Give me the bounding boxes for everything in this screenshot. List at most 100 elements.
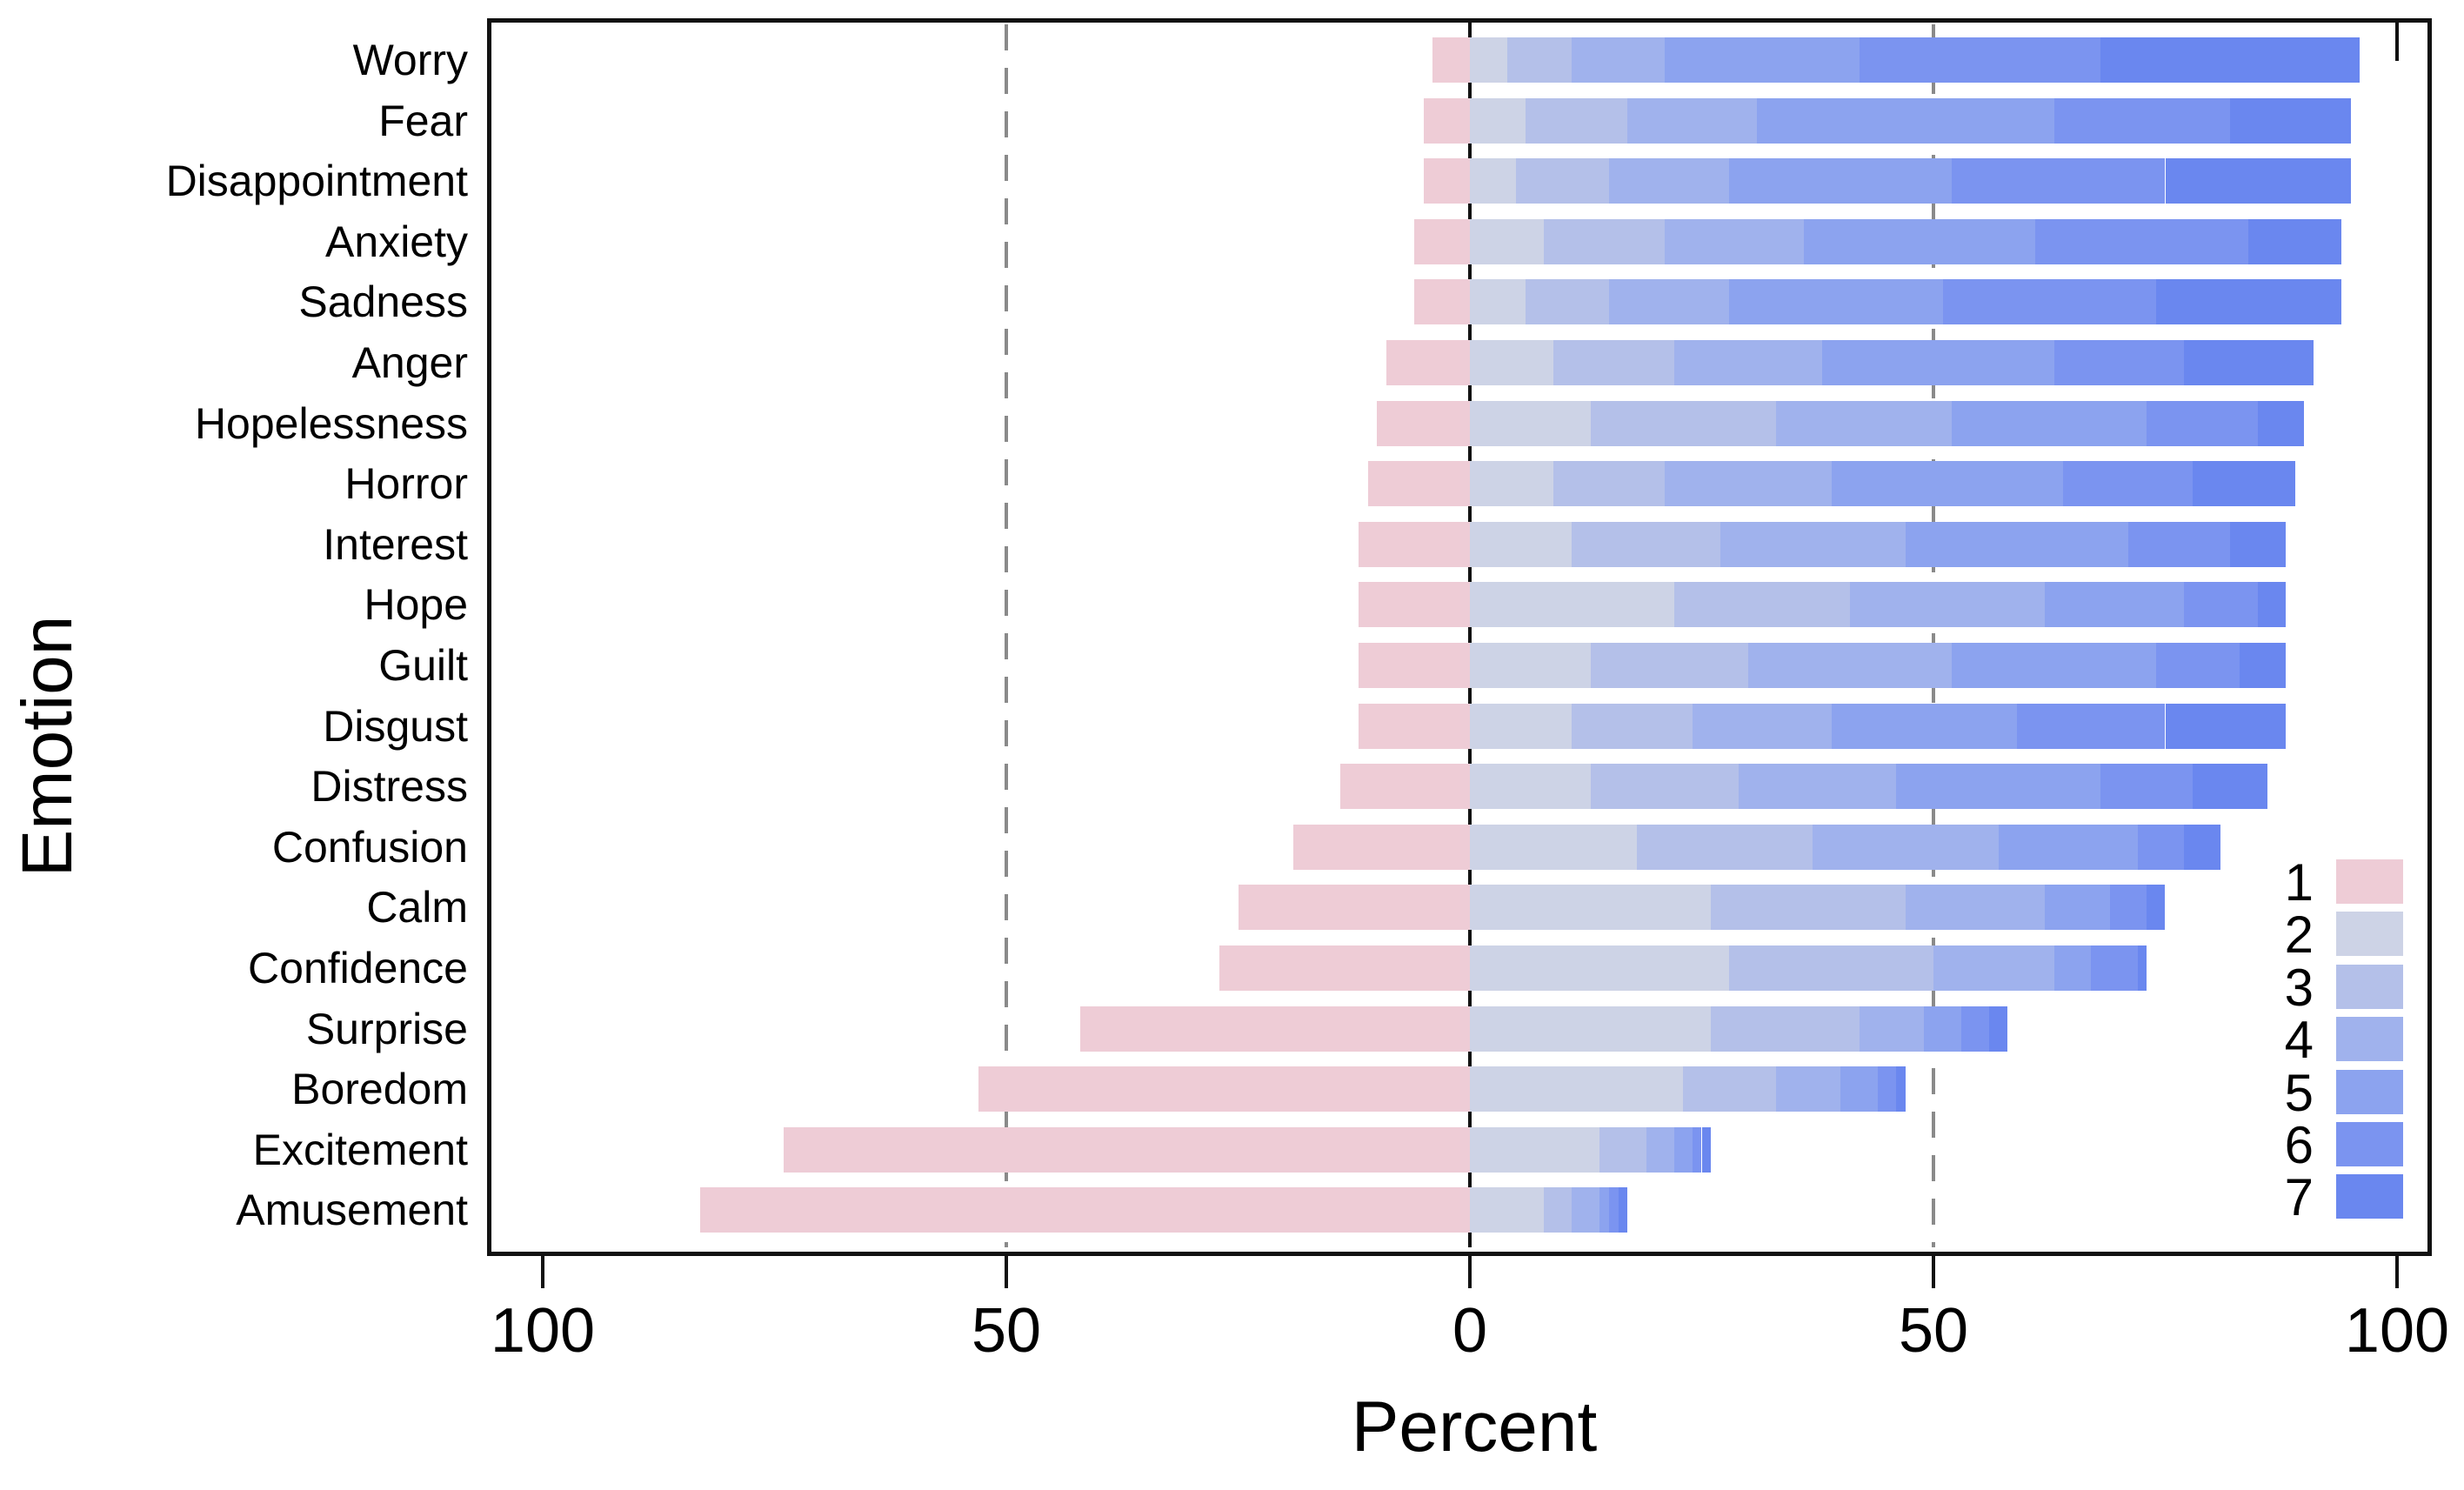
bar-segment-cat1 (1080, 1006, 1470, 1052)
bar-segment-cat4 (1775, 1066, 1841, 1112)
bar-segment-cat4 (1646, 1127, 1674, 1173)
bar-segment-cat6 (2137, 825, 2184, 870)
legend-swatch-5 (2336, 1070, 2403, 1114)
bar-segment-cat3 (1711, 885, 1906, 930)
legend-label-1: 1 (2284, 853, 2314, 912)
bar-segment-cat1 (1367, 461, 1470, 506)
y-category-label: Disgust (323, 702, 468, 751)
bar-segment-cat7 (2183, 825, 2221, 870)
bar-segment-cat2 (1470, 37, 1507, 83)
bar-segment-cat6 (1960, 1006, 1989, 1052)
top-frame-tick-100 (2395, 23, 2399, 61)
bar-segment-cat2 (1470, 1006, 1712, 1052)
bar-segment-cat7 (2100, 37, 2360, 83)
bar-segment-cat6 (2183, 582, 2259, 627)
bar-segment-cat1 (1359, 704, 1470, 749)
bar-segment-cat1 (1359, 643, 1470, 688)
y-category-label: Disappointment (165, 157, 468, 205)
bar-segment-cat4 (1608, 279, 1730, 324)
bar-segment-cat4 (1813, 825, 1999, 870)
legend-label-7: 7 (2284, 1168, 2314, 1226)
bar-segment-cat2 (1470, 885, 1712, 930)
bar-segment-cat2 (1470, 98, 1526, 144)
legend-label-5: 5 (2284, 1064, 2314, 1122)
legend-label-2: 2 (2284, 905, 2314, 964)
bar-segment-cat7 (2230, 522, 2287, 567)
bar-segment-cat7 (2193, 461, 2295, 506)
bar-segment-cat5 (1924, 1006, 1961, 1052)
bar-segment-cat6 (2053, 98, 2231, 144)
bar-segment-cat5 (1822, 340, 2054, 385)
x-tick (1005, 1252, 1008, 1288)
bar-segment-cat4 (1747, 643, 1953, 688)
y-category-label: Amusement (236, 1186, 468, 1234)
bar-segment-cat3 (1729, 945, 1933, 991)
bar-segment-cat5 (1599, 1187, 1609, 1233)
y-category-label: Anger (351, 338, 468, 387)
bar-segment-cat4 (1692, 704, 1832, 749)
bar-segment-cat4 (1664, 461, 1832, 506)
bar-segment-cat7 (2155, 279, 2342, 324)
y-category-label: Fear (378, 97, 468, 145)
bar-segment-cat3 (1590, 643, 1748, 688)
bar-segment-cat7 (2248, 219, 2342, 264)
y-category-label: Sadness (298, 277, 468, 326)
legend-swatch-2 (2336, 912, 2403, 956)
bar-segment-cat3 (1572, 704, 1693, 749)
bar-segment-cat1 (1414, 219, 1470, 264)
bar-segment-cat2 (1470, 340, 1553, 385)
bar-segment-cat5 (1906, 522, 2128, 567)
bar-segment-cat7 (2165, 704, 2287, 749)
bar-segment-cat1 (784, 1127, 1470, 1173)
y-category-label: Boredom (291, 1065, 468, 1113)
x-tick-label: 50 (1898, 1296, 1969, 1366)
bar-segment-cat5 (1673, 1127, 1693, 1173)
bar-segment-cat2 (1470, 1127, 1600, 1173)
x-tick (1932, 1252, 1935, 1288)
bar-segment-cat6 (1942, 279, 2156, 324)
bar-segment-cat5 (1998, 825, 2138, 870)
x-tick-label: 50 (971, 1296, 1042, 1366)
bar-segment-cat5 (1757, 98, 2054, 144)
bar-segment-cat6 (2109, 885, 2147, 930)
bar-segment-cat1 (1423, 158, 1470, 204)
bar-segment-cat2 (1470, 522, 1573, 567)
bar-segment-cat6 (2127, 522, 2231, 567)
bar-segment-cat6 (2100, 764, 2194, 809)
bar-segment-cat4 (1933, 945, 2054, 991)
bar-segment-cat4 (1850, 582, 2045, 627)
bar-segment-cat7 (1896, 1066, 1906, 1112)
legend-swatch-1 (2336, 859, 2403, 904)
bar-segment-cat2 (1470, 1187, 1545, 1233)
bar-segment-cat6 (2035, 219, 2249, 264)
bar-segment-cat6 (2155, 643, 2240, 688)
bar-segment-cat1 (1219, 945, 1470, 991)
bar-segment-cat7 (2258, 582, 2287, 627)
bar-segment-cat2 (1470, 1066, 1684, 1112)
bar-segment-cat1 (1359, 582, 1470, 627)
bar-segment-cat5 (1664, 37, 1860, 83)
bar-segment-cat4 (1572, 37, 1665, 83)
bar-segment-cat2 (1470, 401, 1591, 446)
bar-segment-cat6 (1878, 1066, 1897, 1112)
bar-segment-cat2 (1470, 825, 1637, 870)
bar-segment-cat5 (2044, 582, 2184, 627)
bar-segment-cat1 (1432, 37, 1470, 83)
bar-segment-cat1 (1386, 340, 1470, 385)
bar-segment-cat2 (1470, 279, 1526, 324)
bar-segment-cat7 (2183, 340, 2314, 385)
bar-segment-cat6 (1952, 158, 2166, 204)
bar-segment-cat2 (1470, 704, 1573, 749)
bar-segment-cat4 (1719, 522, 1906, 567)
bar-segment-cat3 (1544, 1187, 1573, 1233)
bar-segment-cat3 (1590, 764, 1739, 809)
bar-segment-cat4 (1906, 885, 2045, 930)
bar-segment-cat3 (1683, 1066, 1776, 1112)
bar-segment-cat6 (2053, 340, 2184, 385)
bar-segment-cat3 (1636, 825, 1813, 870)
bar-segment-cat7 (1618, 1187, 1628, 1233)
bar-segment-cat2 (1470, 945, 1730, 991)
x-tick (541, 1252, 544, 1288)
bar-segment-cat1 (1359, 522, 1470, 567)
